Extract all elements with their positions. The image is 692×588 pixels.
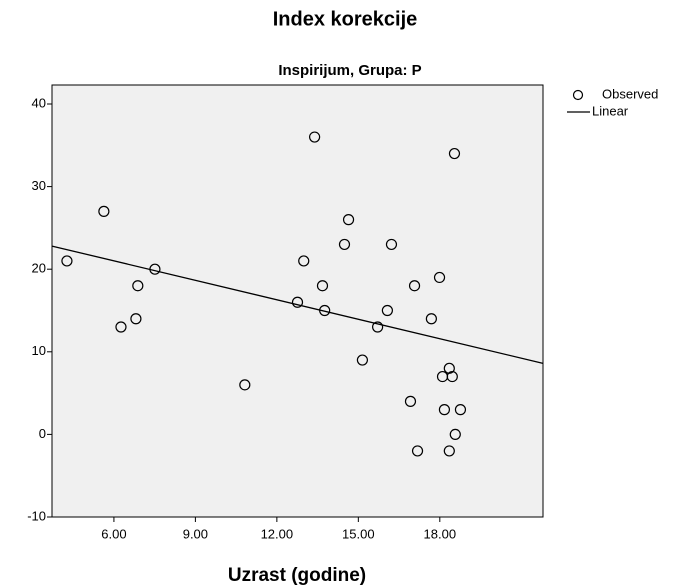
point <box>115 321 127 333</box>
point <box>438 404 451 416</box>
point <box>309 131 321 143</box>
y-tick-label: 30 <box>32 178 46 193</box>
point <box>408 280 421 292</box>
y-tick-label: 20 <box>32 261 46 276</box>
point <box>411 445 424 457</box>
y-tick-label: 40 <box>32 95 46 110</box>
x-tick-label: 18.00 <box>424 526 457 541</box>
point <box>385 238 398 251</box>
chart-subtitle: Inspirijum, Grupa: P <box>278 62 421 79</box>
plot-area <box>51 84 544 518</box>
x-tick-label: 15.00 <box>342 526 375 541</box>
y-tick-label: 10 <box>32 343 46 358</box>
chart-title: Index korekcije <box>273 8 418 30</box>
x-tick-label: 6.00 <box>101 526 126 541</box>
x-tick-label: 9.00 <box>183 526 208 541</box>
point <box>291 296 304 308</box>
point <box>381 304 393 317</box>
x-axis-label: Uzrast (godine) <box>228 565 366 586</box>
point <box>433 271 446 284</box>
point <box>454 404 467 416</box>
fit-line <box>51 245 544 364</box>
point <box>448 147 461 160</box>
point <box>239 379 251 391</box>
legend-label: Observed <box>602 86 658 101</box>
point <box>338 238 351 251</box>
point <box>446 370 458 383</box>
legend-label: Linear <box>592 103 629 118</box>
point <box>372 321 384 333</box>
point <box>130 313 142 325</box>
y-tick-label: 0 <box>39 426 46 441</box>
x-tick-label: 12.00 <box>261 526 294 541</box>
point <box>342 214 355 226</box>
point <box>132 280 144 292</box>
point <box>61 255 73 267</box>
point <box>316 280 329 292</box>
point <box>356 354 369 366</box>
point <box>98 205 110 217</box>
point <box>425 313 437 325</box>
point <box>443 445 455 457</box>
point <box>298 255 310 267</box>
y-tick-label: -10 <box>27 508 46 523</box>
point <box>449 428 461 440</box>
legend-symbol <box>572 89 584 101</box>
point <box>404 395 417 407</box>
